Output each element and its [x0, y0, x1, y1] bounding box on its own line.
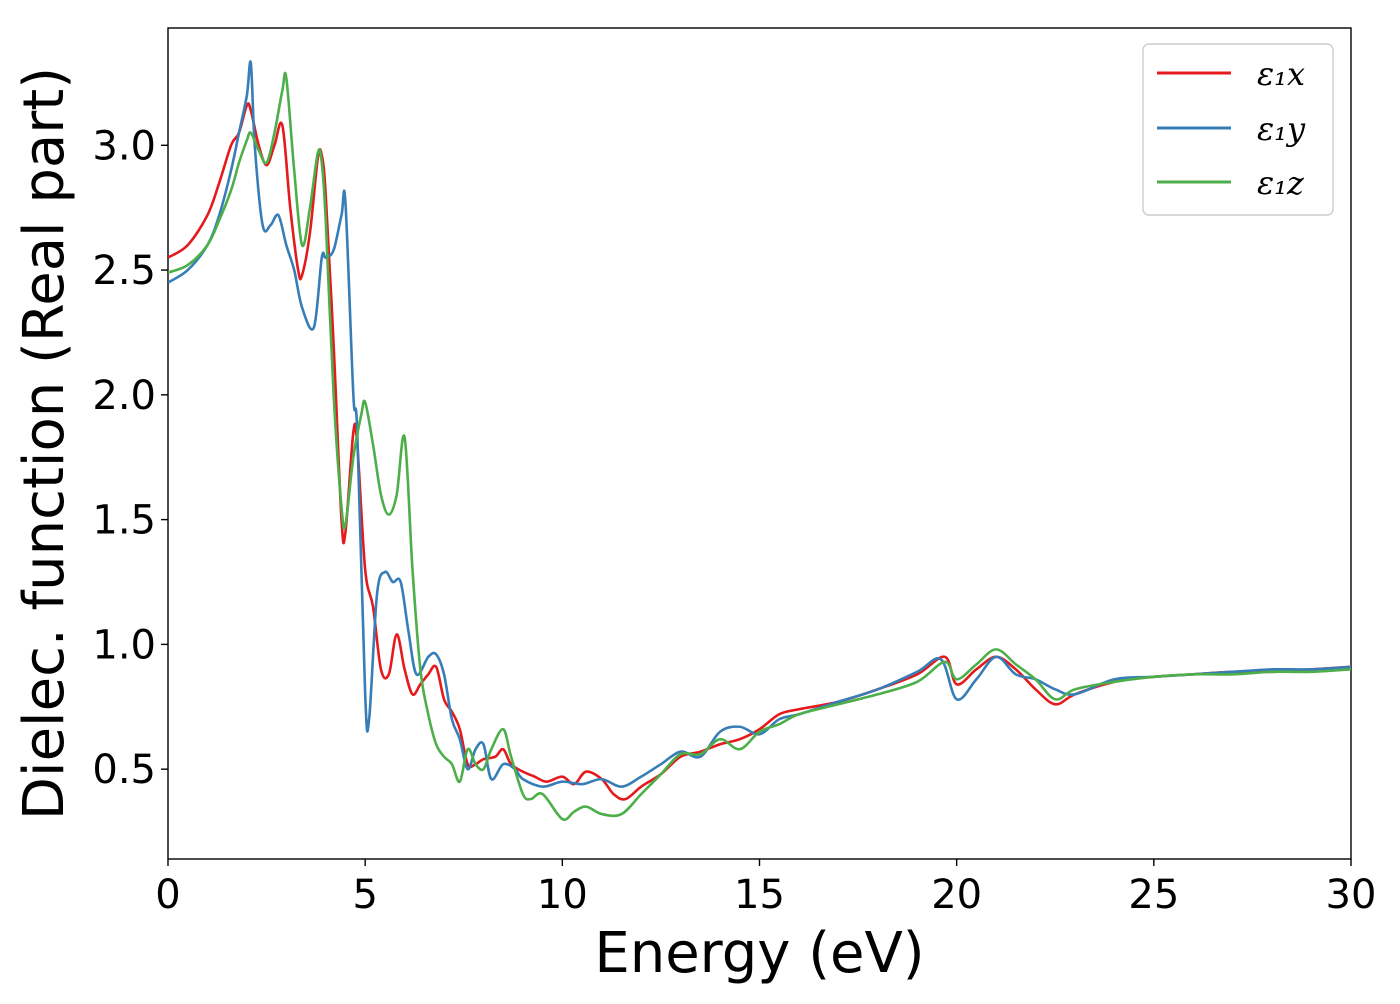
- y-tick-label: 2.0: [92, 373, 156, 419]
- x-tick-label: 20: [931, 872, 982, 918]
- y-tick-label: 2.5: [92, 248, 156, 294]
- y-axis-title: Dielec. function (Real part): [12, 67, 77, 820]
- legend: ε₁x ε₁y ε₁z: [1142, 43, 1334, 216]
- y-tick-label: 0.5: [92, 747, 156, 793]
- x-tick-label: 25: [1128, 872, 1179, 918]
- x-tick-label: 0: [155, 872, 180, 918]
- y-tick-label: 3.0: [92, 123, 156, 169]
- legend-label-y: ε₁y: [1257, 110, 1306, 148]
- series-line-z: [168, 71, 1351, 821]
- x-tick-label: 30: [1326, 872, 1377, 918]
- y-axis-ticks: 0.5 1.0 1.5 2.0 2.5 3.0: [92, 123, 168, 793]
- x-axis-title: Energy (eV): [594, 921, 924, 986]
- legend-label-z: ε₁z: [1257, 164, 1305, 202]
- series-layer: [168, 60, 1351, 821]
- legend-label-x: ε₁x: [1257, 55, 1305, 93]
- x-tick-label: 15: [734, 872, 785, 918]
- x-tick-label: 5: [352, 872, 377, 918]
- x-axis-ticks: 0 5 10 15 20 25 30: [155, 859, 1376, 918]
- x-tick-label: 10: [537, 872, 588, 918]
- y-tick-label: 1.0: [92, 622, 156, 668]
- y-tick-label: 1.5: [92, 498, 156, 544]
- legend-box: [1142, 43, 1334, 216]
